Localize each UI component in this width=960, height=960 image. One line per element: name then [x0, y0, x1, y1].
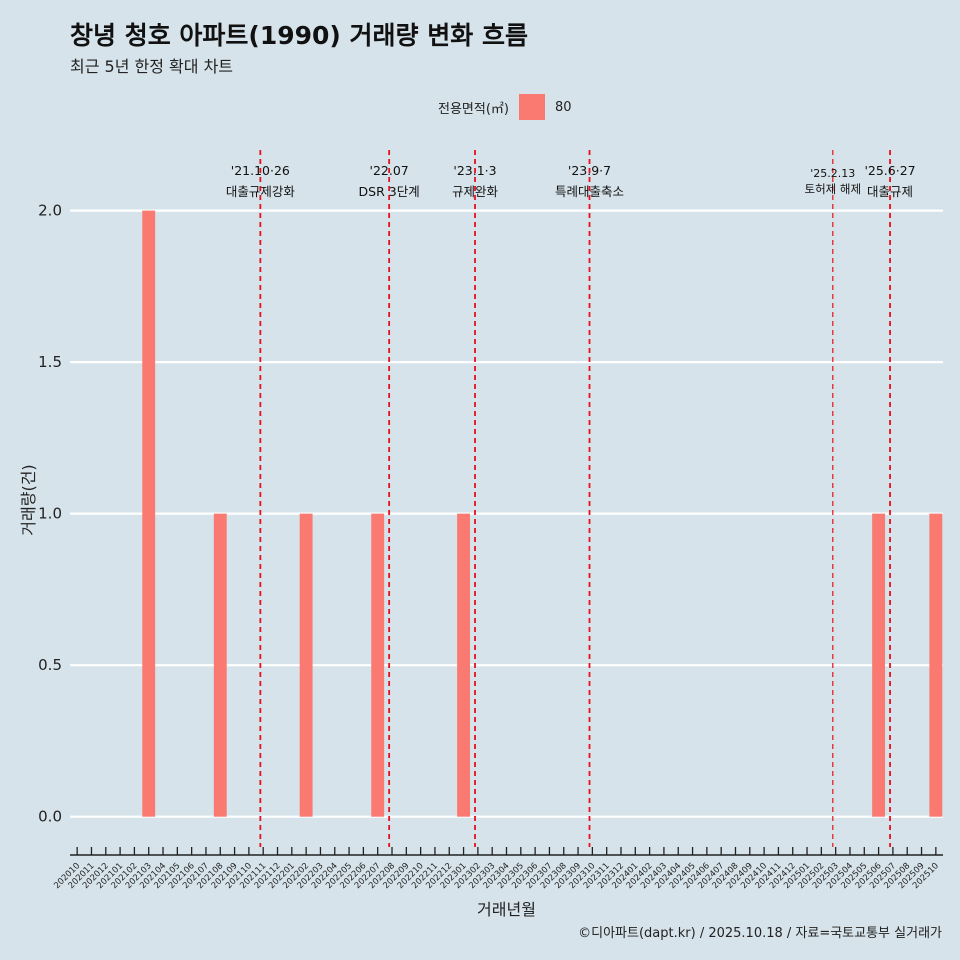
event-label: 대출규제 — [867, 184, 913, 199]
bar — [299, 513, 313, 817]
legend-entry-label: 80 — [554, 99, 572, 115]
chart-title: 창녕 청호 아파트(1990) 거래량 변화 흐름 — [70, 21, 528, 50]
event-label: 토허제 해제 — [805, 182, 862, 196]
event-label: DSR 3단계 — [359, 184, 420, 199]
y-tick-label: 2.0 — [38, 202, 62, 220]
source-caption: ©디아파트(dapt.kr) / 2025.10.18 / 자료=국토교통부 실… — [578, 926, 942, 941]
event-date-label: '21.10·26 — [231, 163, 290, 178]
event-label: 규제완화 — [452, 184, 499, 199]
y-axis-title: 거래량(건) — [19, 464, 38, 535]
bar — [371, 513, 385, 817]
y-tick-label: 1.5 — [38, 353, 62, 371]
x-axis-title: 거래년월 — [477, 900, 536, 919]
y-tick-label: 1.0 — [38, 505, 62, 523]
grid-layer — [70, 209, 943, 818]
event-layer: '21.10·26 대출규제강화 '22.07 DSR 3단계 '23.1·3 규제완화 '… — [226, 150, 916, 847]
bar — [213, 513, 227, 817]
legend: 전용면적(㎡) 80 — [438, 94, 572, 120]
y-tick-label: 0.5 — [38, 656, 62, 674]
y-tick-label: 0.0 — [38, 808, 62, 826]
event-date-label: '22.07 — [370, 163, 409, 178]
axis-layer: 0.00.51.01.52.02020102020112020122021012… — [19, 202, 943, 919]
bar — [872, 513, 886, 817]
bar — [929, 513, 943, 817]
event-date-label: '25.2.13 — [810, 167, 855, 180]
chart-subtitle: 최근 5년 한정 확대 차트 — [70, 57, 234, 76]
event-label: 특례대출축소 — [555, 184, 624, 199]
bar-layer — [142, 210, 943, 817]
event-date-label: '23.1·3 — [453, 163, 496, 178]
event-date-label: '23.9·7 — [568, 163, 611, 178]
bar — [142, 210, 156, 817]
event-date-label: '25.6·27 — [864, 163, 915, 178]
event-label: 대출규제강화 — [226, 184, 296, 199]
legend-title: 전용면적(㎡) — [438, 101, 509, 117]
bar — [457, 513, 471, 817]
legend-swatch — [518, 94, 545, 120]
